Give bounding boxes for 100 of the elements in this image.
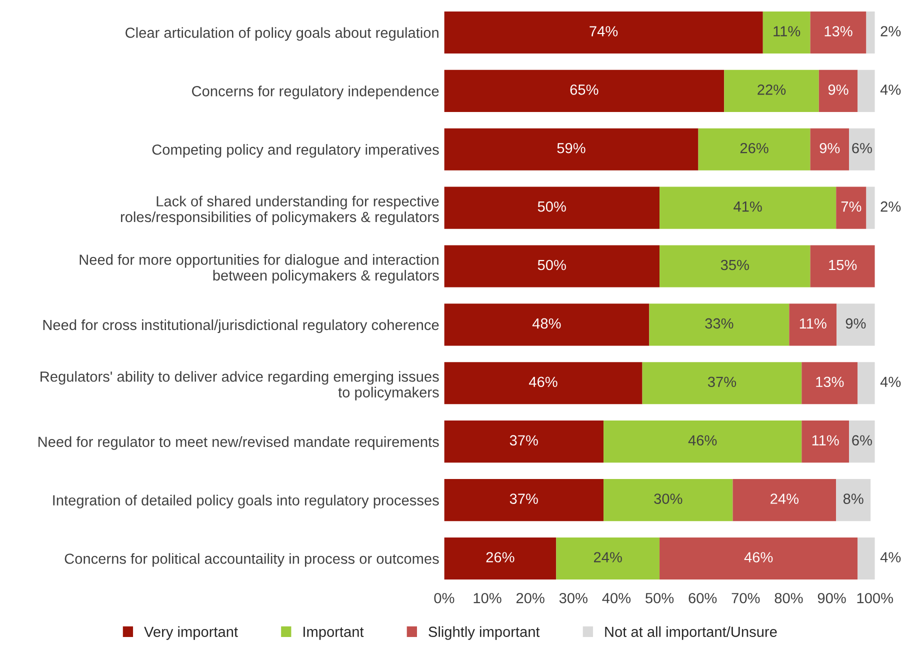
bar bbox=[444, 186, 660, 229]
bar bbox=[802, 362, 858, 404]
data-label: 4% bbox=[880, 84, 901, 95]
bar bbox=[724, 70, 819, 112]
bar bbox=[836, 304, 875, 346]
x-tick-label: 80% bbox=[774, 592, 803, 604]
bar bbox=[789, 304, 837, 346]
y-tick-label: Concerns for political accountaility in process or outcomes bbox=[64, 553, 439, 567]
data-label: 26% bbox=[486, 552, 514, 562]
data-label: 46% bbox=[744, 552, 773, 562]
x-tick-label: 60% bbox=[688, 592, 717, 604]
x-tick-label: 50% bbox=[646, 592, 674, 604]
legend-label: Important bbox=[304, 626, 364, 640]
data-label: 9% bbox=[846, 318, 866, 329]
data-label: 30% bbox=[654, 494, 682, 504]
data-label: 24% bbox=[594, 552, 622, 562]
bar bbox=[858, 70, 875, 112]
data-label: 50% bbox=[538, 260, 566, 270]
y-tick-label: Need for regulator to meet new/revised mandate requirements bbox=[38, 436, 439, 450]
x-tick-label: 40% bbox=[602, 592, 631, 604]
bar bbox=[866, 11, 875, 54]
y-tick-label: Integration of detailed policy goals into regulatory processes bbox=[53, 494, 439, 508]
bar bbox=[444, 420, 604, 463]
bar bbox=[604, 478, 733, 522]
data-label: 9% bbox=[828, 84, 848, 95]
bar bbox=[802, 420, 850, 463]
data-label: 46% bbox=[688, 435, 717, 446]
data-label: 2% bbox=[880, 201, 901, 212]
bar bbox=[818, 70, 858, 112]
data-label: 41% bbox=[734, 201, 762, 212]
bar bbox=[866, 186, 875, 229]
data-label: 13% bbox=[816, 376, 844, 388]
bar bbox=[810, 128, 850, 170]
bar bbox=[836, 186, 866, 229]
bar bbox=[660, 537, 858, 580]
bar bbox=[858, 362, 875, 404]
data-label: 48% bbox=[532, 318, 561, 329]
y-tick-label: Need for cross institutional/jurisdictional regulatory coherence bbox=[43, 319, 439, 334]
data-label: 37% bbox=[510, 494, 538, 504]
y-tick-label: Regulators' ability to deliver advice regarding emerging issues to policymakers bbox=[40, 371, 439, 400]
data-label: 37% bbox=[510, 435, 538, 446]
data-label: 24% bbox=[770, 494, 799, 504]
data-label: 33% bbox=[705, 318, 734, 329]
bar bbox=[698, 128, 810, 170]
bar bbox=[762, 11, 810, 54]
bar bbox=[604, 420, 802, 463]
x-tick-label: 0% bbox=[434, 592, 454, 604]
bar bbox=[660, 186, 836, 229]
data-label: 4% bbox=[880, 376, 901, 388]
y-tick-label: Need for more opportunities for dialogue and interaction between policymakers & regulators bbox=[80, 254, 439, 284]
data-label: 59% bbox=[557, 142, 586, 154]
y-tick-label: Concerns for regulatory independence bbox=[192, 86, 439, 100]
bar bbox=[732, 478, 836, 522]
data-label: 50% bbox=[538, 201, 566, 212]
data-label: 9% bbox=[820, 142, 840, 154]
x-tick-label: 70% bbox=[732, 592, 760, 604]
bar bbox=[556, 537, 660, 580]
bar bbox=[810, 245, 875, 288]
bar bbox=[444, 11, 763, 54]
data-label: 6% bbox=[852, 435, 872, 446]
bar bbox=[849, 420, 875, 463]
data-label: 11% bbox=[800, 318, 826, 329]
bar bbox=[444, 362, 642, 404]
data-label: 6% bbox=[852, 142, 872, 154]
y-tick-label: Lack of shared understanding for respective roles/responsibilities of policymakers & regulators bbox=[120, 196, 439, 226]
data-label: 7% bbox=[841, 201, 862, 212]
data-label: 35% bbox=[720, 260, 749, 270]
bar bbox=[858, 537, 875, 580]
legend-label: Not at all important/Unsure bbox=[605, 626, 777, 640]
bar bbox=[444, 304, 650, 346]
bar bbox=[444, 245, 660, 288]
x-tick-label: 100% bbox=[857, 592, 893, 604]
bar bbox=[444, 478, 604, 522]
x-tick-label: 10% bbox=[474, 592, 502, 604]
bar bbox=[444, 70, 724, 112]
x-tick-label: 20% bbox=[516, 592, 544, 604]
legend-label: Very important bbox=[144, 626, 238, 640]
data-label: 11% bbox=[812, 435, 839, 446]
x-tick-label: 30% bbox=[559, 592, 588, 604]
y-tick-label: Clear articulation of policy goals about regulation bbox=[126, 27, 438, 41]
bar bbox=[642, 362, 802, 404]
bar bbox=[810, 11, 866, 54]
data-label: 65% bbox=[570, 84, 598, 95]
data-label: 22% bbox=[758, 84, 786, 95]
bar bbox=[444, 128, 698, 170]
data-label: 26% bbox=[740, 142, 768, 154]
data-label: 74% bbox=[590, 26, 618, 36]
bar bbox=[649, 304, 790, 346]
bar bbox=[836, 478, 871, 522]
data-label: 8% bbox=[843, 494, 864, 504]
data-label: 13% bbox=[824, 26, 852, 36]
data-label: 15% bbox=[829, 260, 857, 270]
data-label: 11% bbox=[774, 26, 800, 36]
data-label: 4% bbox=[880, 552, 901, 562]
bar bbox=[849, 128, 875, 170]
data-label: 46% bbox=[528, 376, 558, 388]
bar bbox=[444, 537, 556, 580]
bar bbox=[660, 245, 810, 288]
x-tick-label: 90% bbox=[818, 592, 846, 604]
data-label: 2% bbox=[880, 26, 901, 36]
